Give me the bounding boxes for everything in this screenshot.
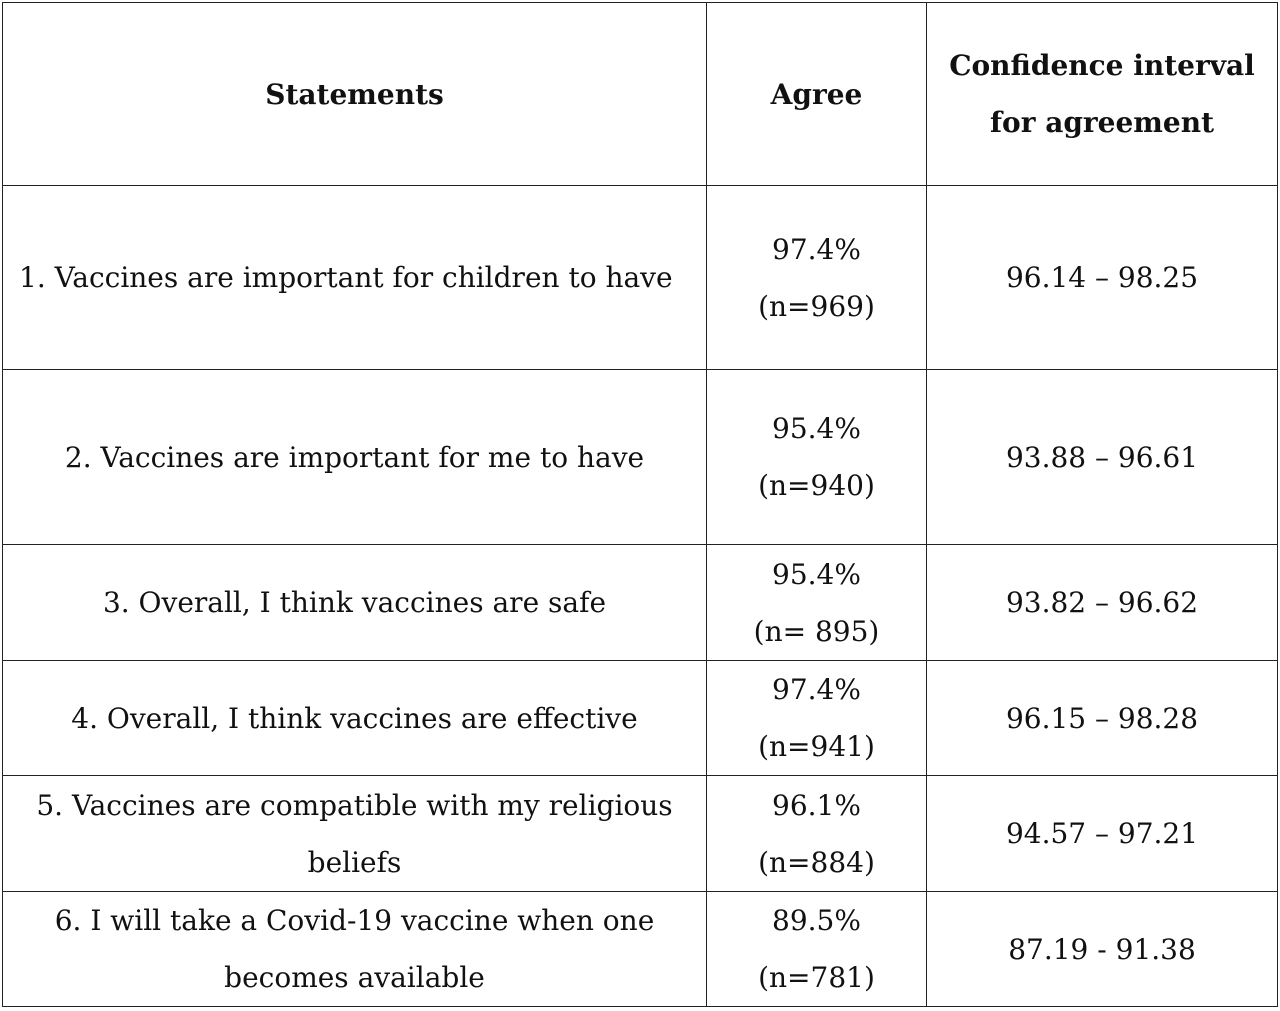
statement-text: 2. Vaccines are important for me to have [64, 440, 645, 474]
agree-cell: 95.4% (n=940) [706, 369, 927, 545]
header-ci-line1: Confidence interval [949, 49, 1255, 82]
agree-percent: 97.4% [772, 232, 861, 266]
statement-cell: 4. Overall, I think vaccines are effecti… [2, 660, 707, 776]
ci-cell: 96.15 – 98.28 [926, 660, 1278, 776]
table-row: 6. I will take a Covid-19 vaccine when o… [2, 891, 1278, 1007]
table-row: 1. Vaccines are important for children t… [2, 185, 1278, 370]
agree-percent: 96.1% [772, 788, 861, 822]
agree-count: (n=781) [758, 961, 875, 994]
statement-text: 4. Overall, I think vaccines are effecti… [71, 701, 638, 735]
agree-cell: 95.4% (n= 895) [706, 544, 927, 661]
table-row: 3. Overall, I think vaccines are safe 95… [2, 544, 1278, 661]
agree-count: (n=969) [758, 289, 875, 323]
statement-text: 1. Vaccines are important for children t… [19, 261, 673, 294]
header-agree: Agree [706, 2, 927, 186]
agree-count: (n=940) [758, 469, 875, 502]
agree-percent: 95.4% [772, 557, 861, 591]
statement-text-line1: 5. Vaccines are compatible with my relig… [36, 788, 673, 822]
header-statements: Statements [2, 2, 707, 186]
agree-count: (n= 895) [753, 614, 880, 648]
agree-count: (n=941) [758, 730, 875, 763]
agree-percent: 97.4% [772, 673, 861, 706]
statement-cell: 3. Overall, I think vaccines are safe [2, 544, 707, 661]
table-row: 5. Vaccines are compatible with my relig… [2, 775, 1278, 892]
agree-cell: 97.4% (n=941) [706, 660, 927, 776]
agree-percent: 89.5% [772, 904, 861, 937]
agree-cell: 89.5% (n=781) [706, 891, 927, 1007]
statement-cell: 2. Vaccines are important for me to have [2, 369, 707, 545]
statement-text: 3. Overall, I think vaccines are safe [102, 586, 607, 619]
table-row: 4. Overall, I think vaccines are effecti… [2, 660, 1278, 776]
ci-cell: 93.88 – 96.61 [926, 369, 1278, 545]
agree-cell: 97.4% (n=969) [706, 185, 927, 370]
table-row: 2. Vaccines are important for me to have… [2, 369, 1278, 545]
statement-cell: 1. Vaccines are important for children t… [2, 185, 707, 370]
table-header-row: Statements Agree Confidence interval for… [2, 2, 1278, 186]
ci-cell: 87.19 - 91.38 [926, 891, 1278, 1007]
agree-cell: 96.1% (n=884) [706, 775, 927, 892]
statement-text-line2: beliefs [307, 845, 402, 879]
header-ci-line2: for agreement [989, 106, 1215, 139]
ci-cell: 93.82 – 96.62 [926, 544, 1278, 661]
statement-text-line1: 6. I will take a Covid-19 vaccine when o… [54, 904, 655, 937]
ci-cell: 94.57 – 97.21 [926, 775, 1278, 892]
agree-count: (n=884) [758, 845, 875, 879]
ci-cell: 96.14 – 98.25 [926, 185, 1278, 370]
statement-cell: 6. I will take a Covid-19 vaccine when o… [2, 891, 707, 1007]
statement-cell: 5. Vaccines are compatible with my relig… [2, 775, 707, 892]
agree-percent: 95.4% [772, 412, 861, 445]
statement-text-line2: becomes available [224, 961, 485, 994]
header-confidence-interval: Confidence interval for agreement [926, 2, 1278, 186]
